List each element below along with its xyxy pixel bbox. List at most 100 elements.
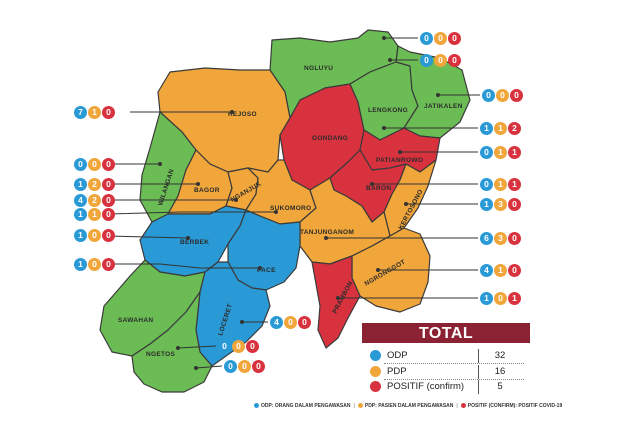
- counts-tanjunganom: 6 3 0: [480, 232, 521, 245]
- counts-kertosono: 1 3 0: [480, 198, 521, 211]
- pdp-badge: 2: [88, 194, 101, 207]
- odp-badge: 1: [480, 292, 493, 305]
- odp-dot: [254, 403, 259, 409]
- legend-separator: |: [456, 403, 458, 409]
- counts-ngluyu-top: 0 0 0: [420, 32, 461, 45]
- counts-ngetos: 0 0 0: [218, 340, 259, 353]
- label-sukomoro: SUKOMORO: [270, 205, 311, 212]
- positif-badge: 1: [508, 146, 521, 159]
- row-divider: [384, 379, 524, 380]
- label-bagor: BAGOR: [194, 187, 220, 194]
- positif-badge: 0: [102, 258, 115, 271]
- pdp-dot: [370, 366, 381, 377]
- pdp-badge: 1: [494, 264, 507, 277]
- pdp-badge: 1: [88, 106, 101, 119]
- positif-badge: 0: [102, 106, 115, 119]
- legend: ODP: ORANG DALAM PENGAWASAN | PDP: PASIE…: [254, 403, 562, 409]
- legend-odp-text: ODP: ORANG DALAM PENGAWASAN: [261, 403, 351, 409]
- label-pace: PACE: [257, 267, 276, 274]
- label-patianrowo: PATIANROWO: [376, 157, 423, 164]
- counts-pace: 0 0 0: [224, 360, 265, 373]
- counts-prambon: 1 0 1: [480, 292, 521, 305]
- counts-loceret: 4 0 0: [270, 316, 311, 329]
- legend-positif-text: POSITIF (CONFIRM): POSITIF COVID-19: [467, 403, 563, 409]
- positif-badge: 0: [102, 194, 115, 207]
- odp-badge: 0: [218, 340, 231, 353]
- odp-badge: 1: [74, 258, 87, 271]
- counts-ngronggot: 4 1 0: [480, 264, 521, 277]
- row-divider: [384, 363, 524, 364]
- odp-badge: 0: [224, 360, 237, 373]
- total-value: 5: [497, 381, 503, 392]
- counts-bagor: 1 2 0: [74, 178, 115, 191]
- positif-dot: [370, 381, 381, 392]
- label-berbek: BERBEK: [180, 239, 209, 246]
- odp-badge: 7: [74, 106, 87, 119]
- divider: [478, 365, 479, 379]
- pdp-badge: 1: [88, 208, 101, 221]
- odp-badge: 0: [480, 146, 493, 159]
- odp-badge: 4: [270, 316, 283, 329]
- odp-badge: 0: [420, 32, 433, 45]
- positif-badge: 0: [102, 178, 115, 191]
- odp-badge: 1: [480, 198, 493, 211]
- pdp-badge: 0: [434, 32, 447, 45]
- legend-separator: |: [353, 403, 355, 409]
- label-tanjunganom: TANJUNGANOM: [300, 229, 354, 236]
- region-prambon: [311, 255, 361, 349]
- counts-ngluyu: 0 0 0: [420, 54, 461, 67]
- pdp-badge: 0: [238, 360, 251, 373]
- positif-badge: 0: [510, 89, 523, 102]
- odp-badge: 6: [480, 232, 493, 245]
- total-label: POSITIF (confirm): [387, 381, 465, 392]
- odp-dot: [370, 350, 381, 361]
- pdp-badge: 1: [494, 146, 507, 159]
- pdp-badge: 0: [88, 258, 101, 271]
- pdp-dot: [357, 403, 363, 409]
- total-value: 16: [494, 366, 506, 377]
- odp-badge: 0: [482, 89, 495, 102]
- positif-badge: 0: [508, 264, 521, 277]
- counts-baron: 0 1 1: [480, 178, 521, 191]
- counts-sawahan: 1 0 0: [74, 258, 115, 271]
- label-jatikalen: JATIKALEN: [424, 103, 463, 110]
- positif-badge: 1: [508, 292, 521, 305]
- label-baron: BARON: [366, 185, 391, 192]
- pdp-badge: 1: [494, 178, 507, 191]
- positif-badge: 0: [246, 340, 259, 353]
- positif-badge: 0: [508, 198, 521, 211]
- legend-pdp-text: PDP: PASIEN DALAM PENGAWASAN: [364, 403, 454, 409]
- positif-badge: 0: [448, 32, 461, 45]
- positif-badge: 0: [448, 54, 461, 67]
- total-row-positif: POSITIF (confirm) 5: [362, 380, 530, 394]
- positif-badge: 0: [102, 158, 115, 171]
- odp-badge: 0: [420, 54, 433, 67]
- pdp-badge: 0: [284, 316, 297, 329]
- label-ngluyu: NGLUYU: [304, 65, 333, 72]
- label-lengkong: LENGKONG: [368, 107, 408, 114]
- region-jatikalen: [395, 45, 471, 139]
- positif-badge: 0: [252, 360, 265, 373]
- odp-badge: 1: [74, 178, 87, 191]
- positif-badge: 0: [298, 316, 311, 329]
- pdp-badge: 0: [88, 229, 101, 242]
- positif-dot: [460, 403, 466, 409]
- legend-pdp: PDP: PASIEN DALAM PENGAWASAN: [357, 403, 454, 409]
- legend-odp: ODP: ORANG DALAM PENGAWASAN: [254, 403, 350, 409]
- counts-berbek: 1 0 0: [74, 229, 115, 242]
- odp-badge: 1: [74, 229, 87, 242]
- counts-lengkong: 1 1 2: [480, 122, 521, 135]
- odp-badge: 0: [480, 178, 493, 191]
- total-label: PDP: [387, 366, 407, 377]
- odp-badge: 4: [74, 194, 87, 207]
- total-row-odp: ODP 32: [362, 349, 530, 363]
- total-value: 32: [494, 350, 506, 361]
- positif-badge: 0: [508, 232, 521, 245]
- total-panel: TOTAL ODP 32 PDP 16 POSITIF (confirm) 5: [362, 323, 530, 394]
- positif-badge: 2: [508, 122, 521, 135]
- label-rejoso: REJOSO: [228, 111, 257, 118]
- leader-lines: [107, 36, 480, 370]
- counts-sukomoro: 1 1 0: [74, 208, 115, 221]
- odp-badge: 0: [74, 158, 87, 171]
